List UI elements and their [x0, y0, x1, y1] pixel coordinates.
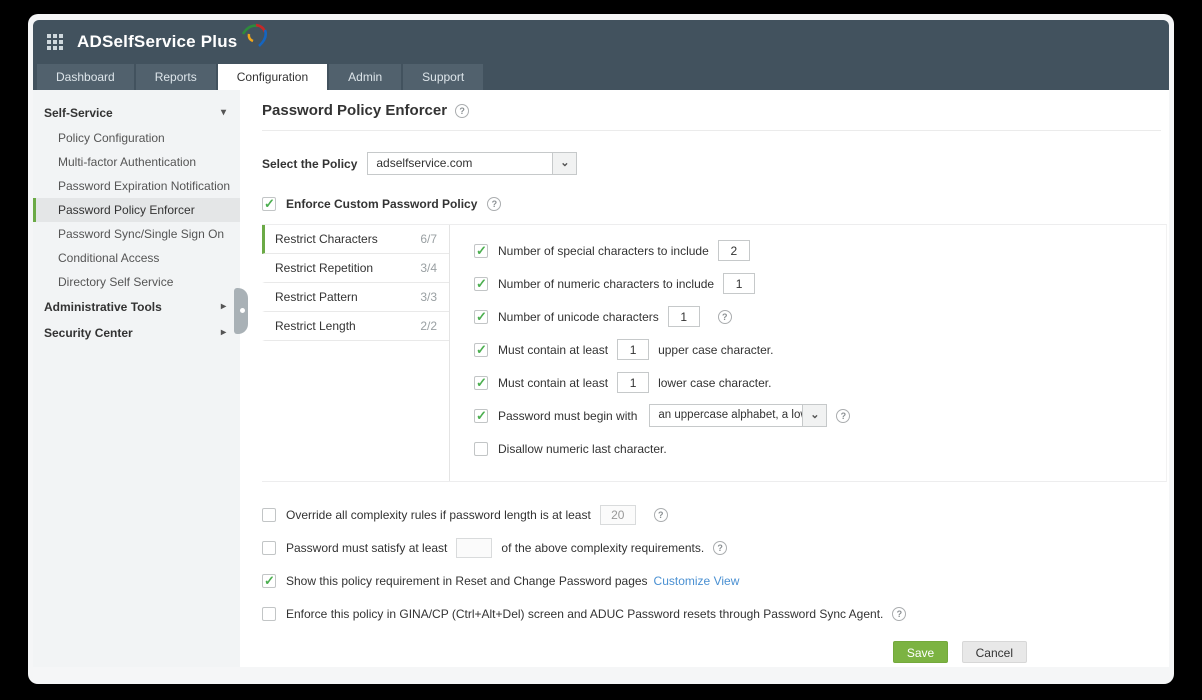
- rule-label: Must contain at least: [498, 375, 609, 390]
- bottom-rules: Override all complexity rules if passwor…: [262, 504, 1161, 624]
- lower-case-checkbox[interactable]: [474, 375, 488, 391]
- tab-reports[interactable]: Reports: [135, 64, 216, 90]
- app-header: ADSelfService Plus: [33, 20, 1169, 64]
- rule-label: Must contain at least: [498, 342, 609, 357]
- rule-label: Password must satisfy at least: [286, 540, 448, 555]
- rule-label: Enforce this policy in GINA/CP (Ctrl+Alt…: [286, 606, 884, 621]
- rule-label: Show this policy requirement in Reset an…: [286, 573, 648, 588]
- rule-tab-count: 2/2: [420, 319, 437, 333]
- brand-swirl-icon: [242, 23, 268, 47]
- satisfy-at-least-checkbox[interactable]: [262, 540, 276, 555]
- rules-panel: Restrict Characters 6/7 Restrict Repetit…: [262, 224, 1167, 482]
- rule-label: Number of numeric characters to include: [498, 276, 715, 291]
- rule-tab-restrict-repetition[interactable]: Restrict Repetition 3/4: [262, 254, 449, 283]
- sidebar-item-directory-self-service[interactable]: Directory Self Service: [58, 275, 174, 289]
- rule-tab-label: Restrict Repetition: [275, 261, 374, 275]
- main-nav-tabs: Dashboard Reports Configuration Admin Su…: [33, 64, 1169, 90]
- rule-tab-count: 3/4: [420, 261, 437, 275]
- numeric-characters-checkbox[interactable]: [474, 276, 488, 292]
- help-icon[interactable]: ?: [836, 408, 851, 423]
- rule-tab-restrict-characters[interactable]: Restrict Characters 6/7: [262, 225, 449, 254]
- caret-right-icon: ▸: [220, 301, 226, 312]
- customize-view-link[interactable]: Customize View: [653, 573, 740, 588]
- tab-configuration[interactable]: Configuration: [217, 64, 328, 90]
- tab-admin[interactable]: Admin: [329, 64, 402, 90]
- sidebar-item-multi-factor-authentication[interactable]: Multi-factor Authentication: [58, 155, 197, 169]
- rule-label-suffix: upper case character.: [658, 342, 774, 357]
- caret-right-icon: ▸: [220, 327, 226, 338]
- sidebar-item-policy-configuration[interactable]: Policy Configuration: [58, 131, 165, 145]
- app-logo: ADSelfService Plus: [77, 32, 238, 51]
- sidebar-item-password-sync-single-sign-on[interactable]: Password Sync/Single Sign On: [58, 227, 225, 241]
- app-window: ADSelfService Plus Dashboard Reports Con…: [28, 14, 1174, 684]
- sidebar: Self-Service ▾ Policy Configuration Mult…: [33, 90, 248, 667]
- begin-with-select-value: an uppercase alphabet, a lowe: [658, 409, 803, 421]
- rule-label: Override all complexity rules if passwor…: [286, 507, 591, 522]
- rule-body: Number of special characters to include …: [450, 225, 1166, 481]
- password-begin-with-checkbox[interactable]: [474, 408, 488, 424]
- rule-tab-restrict-pattern[interactable]: Restrict Pattern 3/3: [262, 283, 449, 312]
- override-length-input[interactable]: [599, 504, 636, 525]
- sidebar-item-password-policy-enforcer[interactable]: Password Policy Enforcer: [33, 198, 240, 222]
- rule-label-suffix: of the above complexity requirements.: [501, 540, 705, 555]
- upper-case-checkbox[interactable]: [474, 342, 488, 358]
- help-icon[interactable]: ?: [717, 309, 732, 324]
- rule-label-suffix: lower case character.: [658, 375, 772, 390]
- satisfy-count-input[interactable]: [456, 537, 493, 558]
- caret-down-icon: ▾: [220, 107, 226, 118]
- tab-dashboard[interactable]: Dashboard: [37, 64, 134, 90]
- chevron-down-icon[interactable]: ⌄: [552, 153, 577, 174]
- sidebar-item-password-expiration-notification[interactable]: Password Expiration Notification: [58, 179, 231, 193]
- help-icon[interactable]: ?: [892, 606, 907, 621]
- begin-with-select[interactable]: an uppercase alphabet, a lowe ⌄: [649, 404, 828, 427]
- rule-label: Number of special characters to include: [498, 243, 709, 258]
- main-content: Password Policy Enforcer ? Select the Po…: [240, 90, 1169, 667]
- sidebar-section-label: Administrative Tools: [44, 300, 162, 314]
- rule-tab-count: 6/7: [420, 232, 437, 246]
- upper-case-input[interactable]: [617, 339, 650, 360]
- sidebar-section-self-service[interactable]: Self-Service ▾: [33, 100, 240, 126]
- cancel-button[interactable]: Cancel: [961, 641, 1027, 663]
- sidebar-item-conditional-access[interactable]: Conditional Access: [58, 251, 160, 265]
- unicode-characters-checkbox[interactable]: [474, 309, 488, 325]
- special-characters-checkbox[interactable]: [474, 243, 488, 259]
- disallow-numeric-last-checkbox[interactable]: [474, 441, 488, 456]
- show-policy-requirement-checkbox[interactable]: [262, 573, 276, 589]
- rule-tab-count: 3/3: [420, 290, 437, 304]
- help-icon[interactable]: ?: [455, 103, 470, 118]
- rule-tab-label: Restrict Pattern: [275, 290, 358, 304]
- sidebar-collapse-handle[interactable]: [234, 288, 248, 334]
- sidebar-section-security-center[interactable]: Security Center ▸: [33, 320, 240, 346]
- rule-tabs: Restrict Characters 6/7 Restrict Repetit…: [262, 225, 450, 481]
- numeric-characters-input[interactable]: [723, 273, 756, 294]
- sidebar-section-label: Security Center: [44, 326, 133, 340]
- enforce-gina-checkbox[interactable]: [262, 606, 276, 621]
- help-icon[interactable]: ?: [713, 540, 728, 555]
- sidebar-section-administrative-tools[interactable]: Administrative Tools ▸: [33, 294, 240, 320]
- tab-support[interactable]: Support: [403, 64, 484, 90]
- form-actions: Save Cancel: [262, 641, 1161, 663]
- sidebar-section-label: Self-Service: [44, 106, 113, 120]
- rule-tab-label: Restrict Length: [275, 319, 356, 333]
- special-characters-input[interactable]: [717, 240, 750, 261]
- rule-label: Password must begin with: [498, 408, 638, 423]
- enforce-custom-policy-label: Enforce Custom Password Policy: [286, 197, 478, 211]
- rule-label: Disallow numeric last character.: [498, 441, 667, 456]
- enforce-custom-policy-checkbox[interactable]: [262, 196, 276, 212]
- chevron-down-icon[interactable]: ⌄: [802, 405, 827, 426]
- page-title: Password Policy Enforcer: [262, 102, 448, 119]
- policy-select-value: adselfservice.com: [376, 156, 473, 170]
- unicode-characters-input[interactable]: [667, 306, 700, 327]
- lower-case-input[interactable]: [617, 372, 650, 393]
- override-complexity-checkbox[interactable]: [262, 507, 276, 522]
- help-icon[interactable]: ?: [487, 197, 502, 211]
- rule-tab-restrict-length[interactable]: Restrict Length 2/2: [262, 312, 449, 341]
- save-button[interactable]: Save: [892, 641, 949, 663]
- policy-select-label: Select the Policy: [262, 156, 358, 171]
- rule-label: Number of unicode characters: [498, 309, 659, 324]
- app-grid-icon[interactable]: [47, 34, 63, 50]
- policy-select[interactable]: adselfservice.com ⌄: [367, 152, 578, 175]
- help-icon[interactable]: ?: [653, 507, 668, 522]
- rule-tab-label: Restrict Characters: [275, 232, 378, 246]
